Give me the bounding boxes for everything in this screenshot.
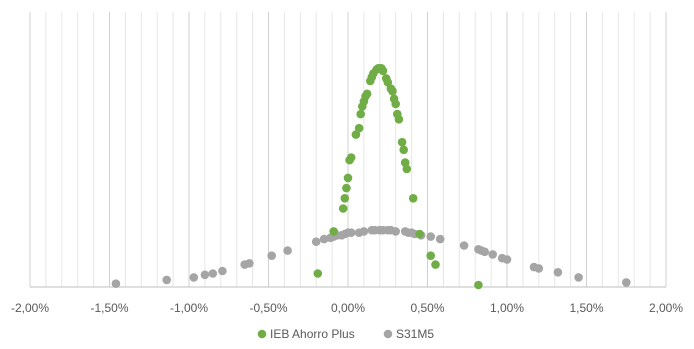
x-tick-label: 0,50% — [410, 301, 444, 315]
data-point — [391, 227, 401, 236]
data-point — [359, 227, 369, 236]
data-point — [553, 268, 563, 277]
data-point — [391, 99, 401, 109]
data-point — [343, 173, 353, 183]
data-point — [622, 278, 631, 287]
legend-label: IEB Ahorro Plus — [270, 327, 355, 341]
data-point — [415, 229, 424, 239]
legend: IEB Ahorro Plus S31M5 — [257, 327, 434, 341]
series-ieb-ahorro-plus — [313, 64, 483, 290]
data-point — [319, 234, 329, 244]
data-point — [218, 266, 227, 276]
data-point — [340, 194, 350, 203]
data-point — [402, 164, 412, 174]
data-point — [267, 251, 277, 260]
data-point — [342, 183, 351, 193]
data-point — [356, 109, 366, 119]
data-point — [394, 115, 404, 124]
data-point — [399, 145, 409, 155]
data-point — [388, 86, 397, 96]
data-point — [426, 251, 436, 260]
grid-lines — [29, 12, 667, 287]
data-point — [208, 269, 218, 278]
x-tick-label: -1,00% — [170, 301, 208, 315]
data-point — [397, 137, 407, 147]
x-tick-label: 1,50% — [569, 301, 603, 315]
data-point — [162, 275, 171, 285]
data-point — [488, 250, 498, 259]
data-point — [502, 255, 512, 264]
legend-marker — [383, 329, 393, 339]
data-point — [311, 237, 321, 246]
data-point — [459, 241, 469, 250]
x-tick-label: -0,50% — [249, 301, 287, 315]
legend-label: S31M5 — [396, 327, 434, 341]
x-tick-label: -2,00% — [11, 301, 49, 315]
data-point — [351, 130, 361, 139]
data-point — [480, 247, 490, 257]
data-points — [111, 64, 631, 290]
data-point — [346, 153, 356, 162]
series-s31m5 — [111, 225, 631, 289]
data-point — [338, 204, 348, 213]
x-tick-label: -1,50% — [90, 301, 128, 315]
data-point — [474, 280, 483, 290]
data-point — [574, 273, 583, 282]
legend-marker — [257, 329, 267, 339]
data-point — [362, 89, 372, 99]
data-point — [189, 273, 199, 282]
data-point — [408, 194, 418, 203]
data-point — [313, 269, 323, 278]
x-axis-tick-labels: -2,00% -1,50% -1,00% -0,50% 0,00% 0,50% 1,00% 1… — [11, 301, 683, 315]
data-point — [435, 234, 445, 244]
data-point — [346, 228, 356, 237]
data-point — [383, 78, 393, 87]
data-point — [200, 270, 210, 280]
x-tick-label: 0,00% — [331, 301, 365, 315]
data-point — [378, 66, 388, 76]
data-point — [329, 227, 339, 236]
data-point — [426, 232, 436, 241]
data-point — [283, 246, 292, 255]
x-tick-label: 2,00% — [649, 301, 683, 315]
data-point — [534, 264, 544, 273]
data-point — [431, 260, 440, 269]
data-point — [354, 123, 364, 133]
data-point — [111, 279, 121, 289]
x-tick-label: 1,00% — [490, 301, 524, 315]
data-point — [245, 259, 254, 268]
